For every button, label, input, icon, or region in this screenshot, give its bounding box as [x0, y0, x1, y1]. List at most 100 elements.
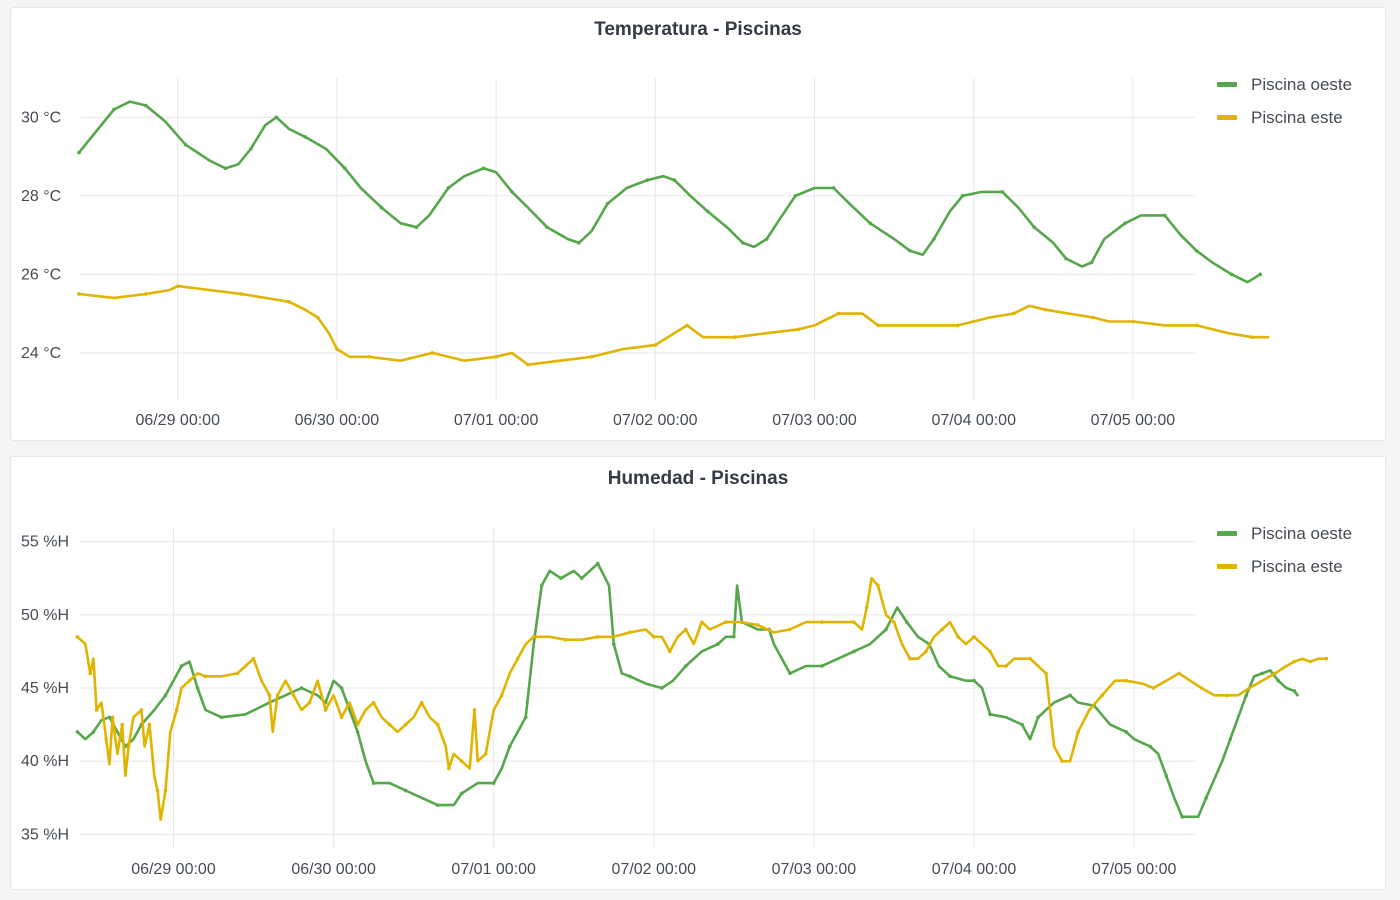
temperature-data-point-oeste: [510, 190, 514, 194]
humidity-data-point-este: [355, 722, 360, 727]
humidity-legend-item-oeste[interactable]: Piscina oeste: [1217, 517, 1352, 550]
temperature-data-point-este: [1011, 311, 1016, 316]
legend-swatch-este: [1217, 115, 1237, 120]
temperature-data-point-este: [77, 292, 81, 296]
humidity-data-point-este: [291, 693, 296, 698]
temperature-data-point-oeste: [1258, 272, 1263, 277]
temperature-data-point-este: [685, 323, 689, 328]
humidity-data-point-este: [1292, 659, 1297, 664]
humidity-legend-label-oeste: Piscina oeste: [1251, 523, 1353, 543]
humidity-data-point-oeste: [355, 730, 360, 734]
humidity-data-point-oeste: [75, 730, 80, 734]
humidity-legend-item-este[interactable]: Piscina este: [1217, 550, 1352, 583]
humidity-data-point-este: [447, 766, 451, 771]
temperature-data-point-oeste: [645, 178, 650, 182]
humidity-data-point-este: [1151, 686, 1156, 690]
temperature-chart[interactable]: 24 °C 26 °C 28 °C 30 °C 06/29 00:00 06/30 00:…: [11, 8, 1387, 442]
humidity-data-point-este: [307, 700, 312, 705]
humidity-data-point-este: [472, 708, 477, 712]
humidity-data-point-oeste: [1148, 744, 1152, 749]
humidity-data-point-este: [956, 634, 960, 639]
humidity-data-point-este: [1273, 671, 1277, 676]
humidity-data-point-este: [1028, 656, 1032, 661]
temperature-data-point-oeste: [545, 225, 549, 230]
temperature-legend-item-oeste[interactable]: Piscina oeste: [1217, 68, 1352, 101]
temperature-x-tick-label: 07/05 00:00: [1091, 412, 1176, 429]
humidity-data-point-este: [668, 649, 672, 654]
temperature-data-point-este: [1250, 335, 1255, 339]
humidity-data-point-este: [1044, 671, 1048, 676]
temperature-series-line-este: [77, 284, 1270, 367]
humidity-data-point-oeste: [507, 744, 512, 749]
humidity-data-point-este: [1060, 759, 1064, 763]
temperature-data-point-oeste: [793, 194, 798, 198]
humidity-data-point-oeste: [716, 642, 720, 646]
humidity-data-point-este: [339, 715, 344, 720]
humidity-data-point-oeste: [163, 693, 168, 698]
temperature-x-tick-label: 07/01 00:00: [454, 412, 539, 429]
humidity-data-point-oeste: [1020, 722, 1024, 727]
temperature-data-point-este: [955, 323, 960, 328]
temperature-legend: Piscina oeste Piscina este: [1217, 68, 1352, 134]
humidity-data-point-oeste: [179, 664, 184, 668]
temperature-x-tick-label: 06/29 00:00: [135, 412, 220, 429]
temperature-data-point-oeste: [183, 142, 188, 147]
temperature-data-point-oeste: [1162, 213, 1167, 218]
humidity-data-point-este: [110, 715, 115, 720]
humidity-data-point-oeste: [435, 803, 440, 807]
temperature-y-tick-label: 30 °C: [21, 109, 61, 126]
temperature-panel: Temperatura - Piscinas 24 °C 26 °C 28 °C 30…: [10, 7, 1386, 441]
humidity-x-tick-label: 07/02 00:00: [612, 861, 697, 878]
humidity-data-point-este: [267, 693, 272, 698]
humidity-data-point-oeste: [1124, 730, 1128, 734]
humidity-data-point-oeste: [403, 788, 408, 793]
humidity-data-point-este: [820, 620, 824, 624]
humidity-data-point-oeste: [852, 649, 856, 654]
temperature-data-point-este: [144, 292, 148, 296]
humidity-data-point-este: [403, 722, 408, 727]
humidity-legend-label-este: Piscina este: [1251, 556, 1343, 576]
humidity-x-tick-label: 07/01 00:00: [451, 861, 536, 878]
legend-swatch-oeste: [1217, 531, 1237, 536]
temperature-data-point-este: [526, 362, 530, 367]
temperature-data-point-este: [1091, 315, 1095, 320]
humidity-data-point-este: [1076, 730, 1080, 734]
humidity-data-point-este: [652, 634, 656, 639]
humidity-data-point-este: [483, 752, 488, 756]
humidity-data-point-oeste: [884, 627, 888, 632]
temperature-data-point-oeste: [831, 186, 836, 190]
temperature-y-tick-label: 26 °C: [21, 266, 61, 283]
humidity-data-point-oeste: [1068, 693, 1072, 698]
humidity-data-point-este: [788, 627, 792, 632]
temperature-y-tick-label: 28 °C: [21, 188, 61, 205]
humidity-data-point-este: [1124, 678, 1128, 683]
temperature-x-tick-label: 06/30 00:00: [295, 412, 380, 429]
humidity-data-point-este: [371, 700, 376, 705]
temperature-legend-label-oeste: Piscina oeste: [1251, 74, 1353, 94]
humidity-data-point-este: [88, 671, 93, 676]
humidity-data-point-este: [203, 674, 208, 679]
humidity-chart[interactable]: 35 %H 40 %H 45 %H 50 %H 55 %H 06/29 00:00 06/3…: [11, 457, 1387, 891]
temperature-legend-label-este: Piscina este: [1251, 107, 1343, 127]
temperature-y-tick-label: 24 °C: [21, 345, 61, 362]
temperature-data-point-oeste: [1123, 221, 1127, 226]
temperature-legend-item-este[interactable]: Piscina este: [1217, 101, 1352, 134]
humidity-data-point-este: [120, 722, 125, 727]
humidity-data-point-este: [924, 649, 928, 654]
humidity-series-line-oeste: [76, 562, 1299, 819]
temperature-data-point-este: [1043, 307, 1048, 312]
humidity-data-point-este: [251, 656, 256, 661]
humidity-data-point-oeste: [988, 712, 992, 717]
humidity-data-point-este: [1247, 686, 1252, 690]
temperature-data-point-oeste: [144, 103, 148, 108]
humidity-data-point-este: [1225, 693, 1229, 698]
humidity-data-point-oeste: [371, 781, 376, 785]
humidity-data-point-este: [595, 634, 600, 639]
temperature-data-point-este: [876, 323, 880, 328]
temperature-data-point-oeste: [1032, 225, 1037, 230]
humidity-data-point-oeste: [91, 730, 96, 734]
humidity-data-point-este: [940, 627, 944, 632]
temperature-data-point-oeste: [249, 146, 253, 151]
humidity-data-point-este: [563, 637, 568, 642]
temperature-data-point-oeste: [868, 221, 873, 226]
